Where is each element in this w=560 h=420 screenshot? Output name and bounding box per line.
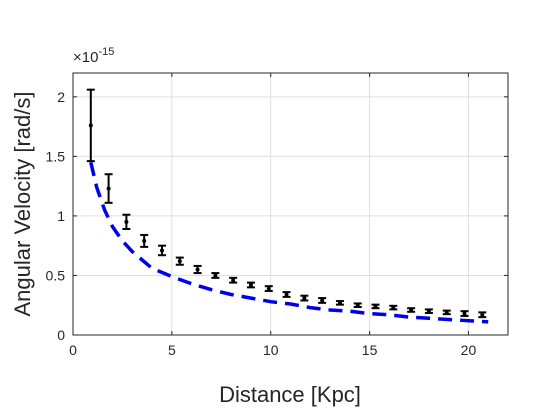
data-point bbox=[106, 186, 111, 191]
y-tick-label: 0.5 bbox=[46, 267, 66, 283]
data-point bbox=[88, 123, 93, 128]
y-exponent-power: -15 bbox=[98, 46, 114, 58]
data-point bbox=[462, 311, 467, 316]
data-point bbox=[231, 278, 236, 283]
errorbar-point bbox=[193, 264, 202, 275]
data-point bbox=[355, 303, 360, 308]
errorbar-point bbox=[407, 307, 416, 313]
fit-line bbox=[89, 161, 489, 324]
errorbar-point bbox=[478, 311, 487, 319]
y-axis-ticks: 0 0.5 1 1.5 2 bbox=[46, 89, 508, 343]
errorbar-point bbox=[104, 173, 113, 204]
errorbar-point bbox=[335, 300, 344, 306]
data-point bbox=[337, 300, 342, 305]
y-tick-label: 2 bbox=[57, 89, 65, 105]
errorbar-point bbox=[460, 310, 469, 317]
data-point bbox=[124, 219, 129, 224]
errorbar-point bbox=[264, 285, 273, 292]
data-point bbox=[195, 267, 200, 272]
errorbar-point bbox=[371, 303, 380, 310]
errorbar-point bbox=[353, 302, 362, 309]
x-axis-ticks: 0 5 10 15 20 bbox=[69, 73, 476, 358]
data-point bbox=[142, 238, 147, 243]
data-point bbox=[426, 309, 431, 314]
errorbar-point bbox=[318, 297, 327, 304]
data-point bbox=[266, 286, 271, 291]
fit-line-series bbox=[89, 161, 489, 324]
data-point bbox=[284, 292, 289, 297]
errorbar-point bbox=[442, 309, 451, 316]
errorbar-point bbox=[175, 256, 184, 266]
x-tick-label: 5 bbox=[168, 342, 176, 358]
x-tick-label: 10 bbox=[263, 342, 279, 358]
data-point bbox=[444, 310, 449, 315]
y-exponent-label: ×10-15 bbox=[73, 46, 114, 66]
y-tick-label: 0 bbox=[57, 327, 65, 343]
data-point bbox=[391, 305, 396, 310]
data-point bbox=[409, 307, 414, 312]
data-point bbox=[177, 259, 182, 264]
errorbar-point bbox=[122, 213, 131, 231]
errorbar-point bbox=[389, 304, 398, 311]
x-tick-label: 15 bbox=[362, 342, 378, 358]
y-exponent-base: ×10 bbox=[73, 49, 98, 66]
x-tick-label: 0 bbox=[69, 342, 77, 358]
errorbar-point bbox=[211, 272, 220, 279]
errorbar-point bbox=[140, 233, 149, 248]
errorbar-point bbox=[229, 276, 238, 284]
data-point bbox=[213, 273, 218, 278]
errorbar-series bbox=[86, 88, 487, 319]
plot-frame bbox=[72, 72, 509, 336]
errorbar-point bbox=[86, 88, 95, 163]
plot-background bbox=[73, 73, 508, 335]
data-point bbox=[159, 248, 164, 253]
errorbar-point bbox=[157, 244, 166, 257]
x-tick-label: 20 bbox=[461, 342, 477, 358]
y-tick-label: 1 bbox=[57, 208, 65, 224]
data-point bbox=[320, 298, 325, 303]
errorbar-point bbox=[424, 308, 433, 314]
errorbar-point bbox=[282, 291, 291, 298]
y-tick-label: 1.5 bbox=[46, 148, 66, 164]
data-point bbox=[302, 296, 307, 301]
errorbar-point bbox=[246, 281, 255, 289]
x-axis-title: Distance [Kpc] bbox=[219, 382, 361, 407]
y-axis-title: Angular Velocity [rad/s] bbox=[10, 91, 35, 316]
errorbar-point bbox=[300, 294, 309, 302]
data-point bbox=[373, 304, 378, 309]
data-point bbox=[248, 282, 253, 287]
data-point bbox=[480, 312, 485, 317]
